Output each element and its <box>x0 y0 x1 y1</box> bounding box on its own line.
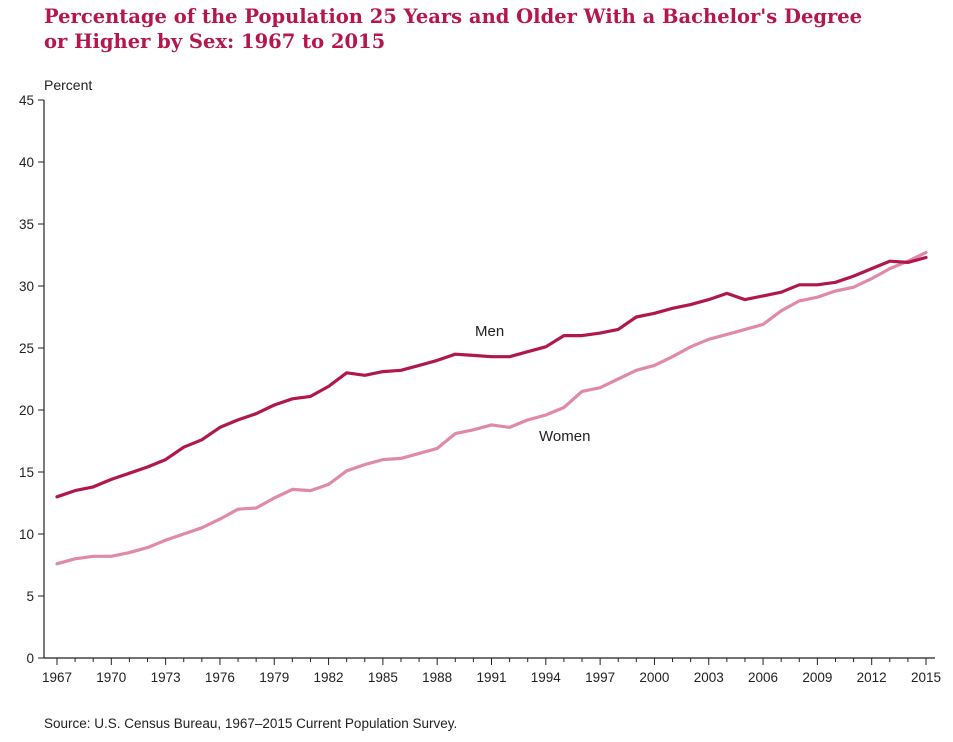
x-tick-label: 1976 <box>205 670 235 685</box>
y-tick-label: 40 <box>19 155 34 170</box>
y-tick-label: 10 <box>19 527 34 542</box>
x-tick-label: 1967 <box>42 670 72 685</box>
x-tick-label: 1985 <box>368 670 398 685</box>
x-tick-label: 2006 <box>748 670 778 685</box>
y-tick-label: 35 <box>19 217 34 232</box>
x-tick-label: 1970 <box>96 670 126 685</box>
x-tick-label: 2012 <box>857 670 887 685</box>
x-tick-label: 1997 <box>585 670 615 685</box>
x-tick-label: 1994 <box>531 670 562 685</box>
y-tick-label: 5 <box>26 589 34 604</box>
source-note: Source: U.S. Census Bureau, 1967–2015 Cu… <box>44 716 458 731</box>
series-label-men: Men <box>475 323 504 340</box>
y-tick-label: 20 <box>19 403 34 418</box>
x-tick-label: 1982 <box>314 670 344 685</box>
y-tick-label: 25 <box>19 341 34 356</box>
x-tick-label: 1973 <box>151 670 181 685</box>
chart-title-line-1: Percentage of the Population 25 Years an… <box>44 5 863 28</box>
series-label-women: Women <box>539 428 590 445</box>
chart-title: Percentage of the Population 25 Years an… <box>44 4 944 54</box>
y-tick-label: 30 <box>19 279 34 294</box>
y-tick-label: 0 <box>26 651 34 666</box>
x-tick-label: 2015 <box>911 670 941 685</box>
chart-title-line-2: or Higher by Sex: 1967 to 2015 <box>44 30 386 53</box>
x-tick-label: 1979 <box>259 670 289 685</box>
series-lines <box>55 250 928 566</box>
x-tick-label: 1991 <box>476 670 506 685</box>
y-axis-title: Percent <box>44 77 92 93</box>
y-tick-label: 45 <box>19 93 34 108</box>
x-tick-label: 2003 <box>694 670 724 685</box>
x-tick-label: 1988 <box>422 670 452 685</box>
x-tick-label: 2000 <box>639 670 669 685</box>
x-tick-label: 2009 <box>802 670 832 685</box>
axes: 0 5 10 15 20 25 30 35 40 45 1967 1970 1973 1976 1979 19… <box>19 93 941 685</box>
series-line-men <box>55 255 928 499</box>
y-tick-label: 15 <box>19 465 34 480</box>
series-line-women <box>55 250 928 566</box>
